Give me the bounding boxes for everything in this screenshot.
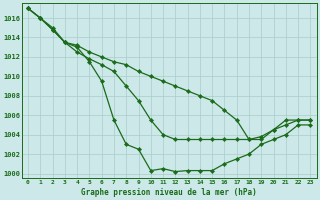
X-axis label: Graphe pression niveau de la mer (hPa): Graphe pression niveau de la mer (hPa) (81, 188, 257, 197)
